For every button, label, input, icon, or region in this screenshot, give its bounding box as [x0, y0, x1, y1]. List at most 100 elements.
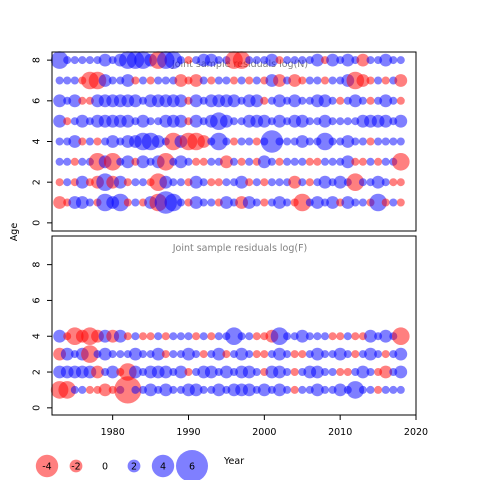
residual-bubble [75, 175, 89, 189]
residual-bubble [260, 178, 269, 187]
residual-bubble [311, 196, 324, 209]
residual-bubble [351, 137, 360, 146]
residual-bubble [136, 155, 150, 169]
residual-bubble [252, 56, 261, 65]
residual-bubble [159, 383, 173, 397]
residual-bubble [379, 114, 393, 128]
residual-bubble [78, 137, 87, 146]
residual-bubble [55, 178, 64, 187]
residual-bubble [295, 329, 309, 343]
residual-bubble [184, 332, 193, 341]
residual-bubble [121, 114, 135, 128]
residual-bubble [321, 385, 329, 394]
residual-bubble [283, 56, 292, 65]
residual-bubble [245, 332, 254, 341]
y-tick-label: 8 [32, 57, 43, 63]
residual-bubble [351, 198, 360, 207]
y-tick-label: 6 [32, 297, 43, 303]
residual-bubble [113, 175, 127, 189]
residual-bubble [351, 350, 360, 359]
residual-bubble [70, 56, 79, 65]
residual-bubble [257, 155, 271, 169]
residual-bubble [305, 332, 314, 341]
residual-bubble [131, 332, 140, 341]
residual-bubble [394, 347, 408, 361]
residual-bubble [358, 157, 367, 166]
residual-bubble [396, 137, 405, 146]
residual-bubble [389, 178, 398, 187]
residual-bubble [70, 157, 79, 166]
residual-bubble [295, 135, 309, 148]
residual-bubble [257, 383, 271, 397]
residual-bubble [381, 198, 390, 207]
residual-bubble [366, 56, 375, 65]
residual-bubble [207, 332, 216, 341]
residual-bubble [164, 51, 183, 69]
y-axis-label: Age [9, 223, 20, 242]
residual-bubble [169, 178, 178, 187]
residual-bubble [222, 178, 231, 187]
residual-bubble [290, 157, 299, 166]
residual-bubble [214, 332, 223, 341]
residual-bubble [81, 345, 99, 363]
y-tick-label: 4 [32, 333, 43, 339]
residual-bubble [151, 347, 165, 361]
residual-bubble [139, 76, 147, 85]
residual-bubble [68, 135, 82, 148]
residual-bubble [106, 365, 120, 379]
residual-bubble [169, 385, 178, 394]
residual-bubble [252, 350, 261, 359]
residual-bubble [379, 329, 393, 343]
residual-bubble [146, 332, 155, 341]
x-tick-label: 2010 [328, 427, 352, 438]
legend-bubble [127, 459, 141, 473]
residual-bubble [283, 368, 292, 376]
y-tick-label: 6 [32, 98, 43, 104]
residual-bubble [157, 153, 175, 171]
residual-bubble [392, 327, 410, 346]
residual-bubble [174, 114, 188, 128]
residual-bubble [341, 155, 355, 169]
residual-bubble [267, 157, 276, 166]
residual-bubble [328, 368, 337, 376]
residual-bubble [381, 178, 390, 187]
residual-bubble [230, 76, 238, 85]
residual-bubble [207, 157, 216, 166]
residual-bubble [53, 114, 66, 128]
residual-bubble [366, 368, 375, 376]
residual-bubble [60, 347, 74, 361]
residual-bubble [343, 368, 352, 376]
residual-bubble [176, 332, 185, 341]
residual-bubble [290, 385, 299, 394]
residual-bubble [63, 117, 72, 126]
residual-bubble [358, 198, 367, 207]
residual-bubble [328, 332, 337, 341]
residual-bubble [129, 347, 142, 361]
residual-bubble [131, 385, 140, 394]
legend-bubble [176, 450, 208, 480]
residual-bubble [265, 53, 279, 67]
x-tick-label: 1990 [176, 427, 200, 438]
residual-bubble [273, 383, 286, 397]
residual-bubble [242, 383, 256, 397]
residual-bubble [189, 383, 203, 397]
residual-bubble [199, 350, 208, 359]
residual-bubble [245, 178, 254, 187]
residual-bubble [273, 196, 286, 209]
residual-bubble [103, 153, 122, 171]
residual-bubble [131, 178, 140, 187]
residual-bubble [227, 94, 241, 108]
residual-bubble [389, 137, 398, 146]
residual-bubble [184, 56, 193, 65]
residual-bubble [182, 347, 195, 361]
residual-bubble [78, 157, 87, 166]
residual-bubble [139, 178, 147, 187]
residual-bubble [283, 157, 292, 166]
residual-bubble [222, 137, 231, 146]
residual-bubble [131, 76, 140, 85]
residual-bubble [85, 137, 94, 146]
residual-bubble [326, 53, 339, 67]
y-tick-label: 2 [32, 179, 43, 185]
residual-bubble [394, 74, 408, 87]
residual-bubble [366, 157, 375, 166]
